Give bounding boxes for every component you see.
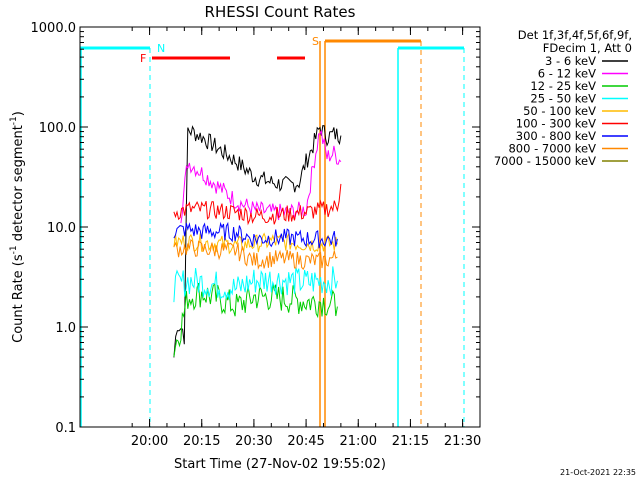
x-tick-label: 20:15 [183,434,220,449]
y-tick-label: 1.0 [55,321,76,336]
series-line-50-100-kev [173,232,338,255]
plot-frame [79,26,481,428]
x-tick-label: 21:00 [340,434,377,449]
series-line-300-800-kev [173,221,338,249]
x-tick-label: 20:30 [235,434,272,449]
series-line-3-6-kev [173,125,342,358]
x-tick-label: 21:30 [444,434,481,449]
time-markers: NF S [80,35,465,427]
series-line-12-25-kev [173,282,338,357]
y-axis-ticks: 0.1 1.0 10.0 100.0 1000.0 [31,21,480,436]
svg-text:Count Rate (s-1 detector segme: Count Rate (s-1 detector segment-1) [9,111,26,343]
series-line-6-12-kev [180,130,342,224]
legend-entry-label: 3 - 6 keV [545,54,596,68]
legend-header: FDecim 1, Att 0 [543,41,632,55]
legend-entry-label: 12 - 25 keV [530,79,596,93]
series-lines [173,125,342,358]
legend-entry-label: 300 - 800 keV [516,129,596,143]
y-label-rest: detector segment [11,125,26,245]
y-tick-label: 1000.0 [31,21,77,36]
legend: Det 1f,3f,4f,5f,6f,9f,FDecim 1, Att 03 -… [494,28,632,168]
y-axis-label: Count Rate (s-1 detector segment-1) [9,111,26,343]
legend-entry-label: 25 - 50 keV [530,92,596,106]
legend-entry-label: 7000 - 15000 keV [494,154,596,168]
y-label-main: Count Rate (s [11,254,26,343]
chart-title: RHESSI Count Rates [205,3,356,21]
series-line-100-300-kev [173,183,342,226]
legend-header: Det 1f,3f,4f,5f,6f,9f, [518,28,632,42]
saa-label: S [312,35,319,48]
x-tick-label: 20:00 [131,434,168,449]
series-line-800-7000-kev [173,238,338,270]
x-axis-label: Start Time (27-Nov-02 19:55:02) [174,457,386,472]
y-tick-label: 10.0 [47,221,76,236]
timestamp: 21-Oct-2021 22:35 [560,468,636,477]
y-label-sup2: -1 [9,116,19,125]
x-tick-label: 21:15 [392,434,429,449]
y-tick-label: 0.1 [55,421,76,436]
flare-label: F [140,52,146,65]
night-label: N [157,42,165,55]
legend-entry-label: 100 - 300 keV [516,117,596,131]
y-label-close: ) [11,111,26,116]
x-axis-ticks: 20:00 20:15 20:30 20:45 21:00 21:15 21:30 [131,27,481,449]
y-label-sup: -1 [9,245,19,254]
legend-entry-label: 50 - 100 keV [523,104,596,118]
legend-entry-label: 800 - 7000 keV [508,142,596,156]
y-tick-label: 100.0 [39,121,76,136]
series-line-25-50-kev [173,266,338,303]
legend-entry-label: 6 - 12 keV [538,67,596,81]
x-tick-label: 20:45 [287,434,324,449]
